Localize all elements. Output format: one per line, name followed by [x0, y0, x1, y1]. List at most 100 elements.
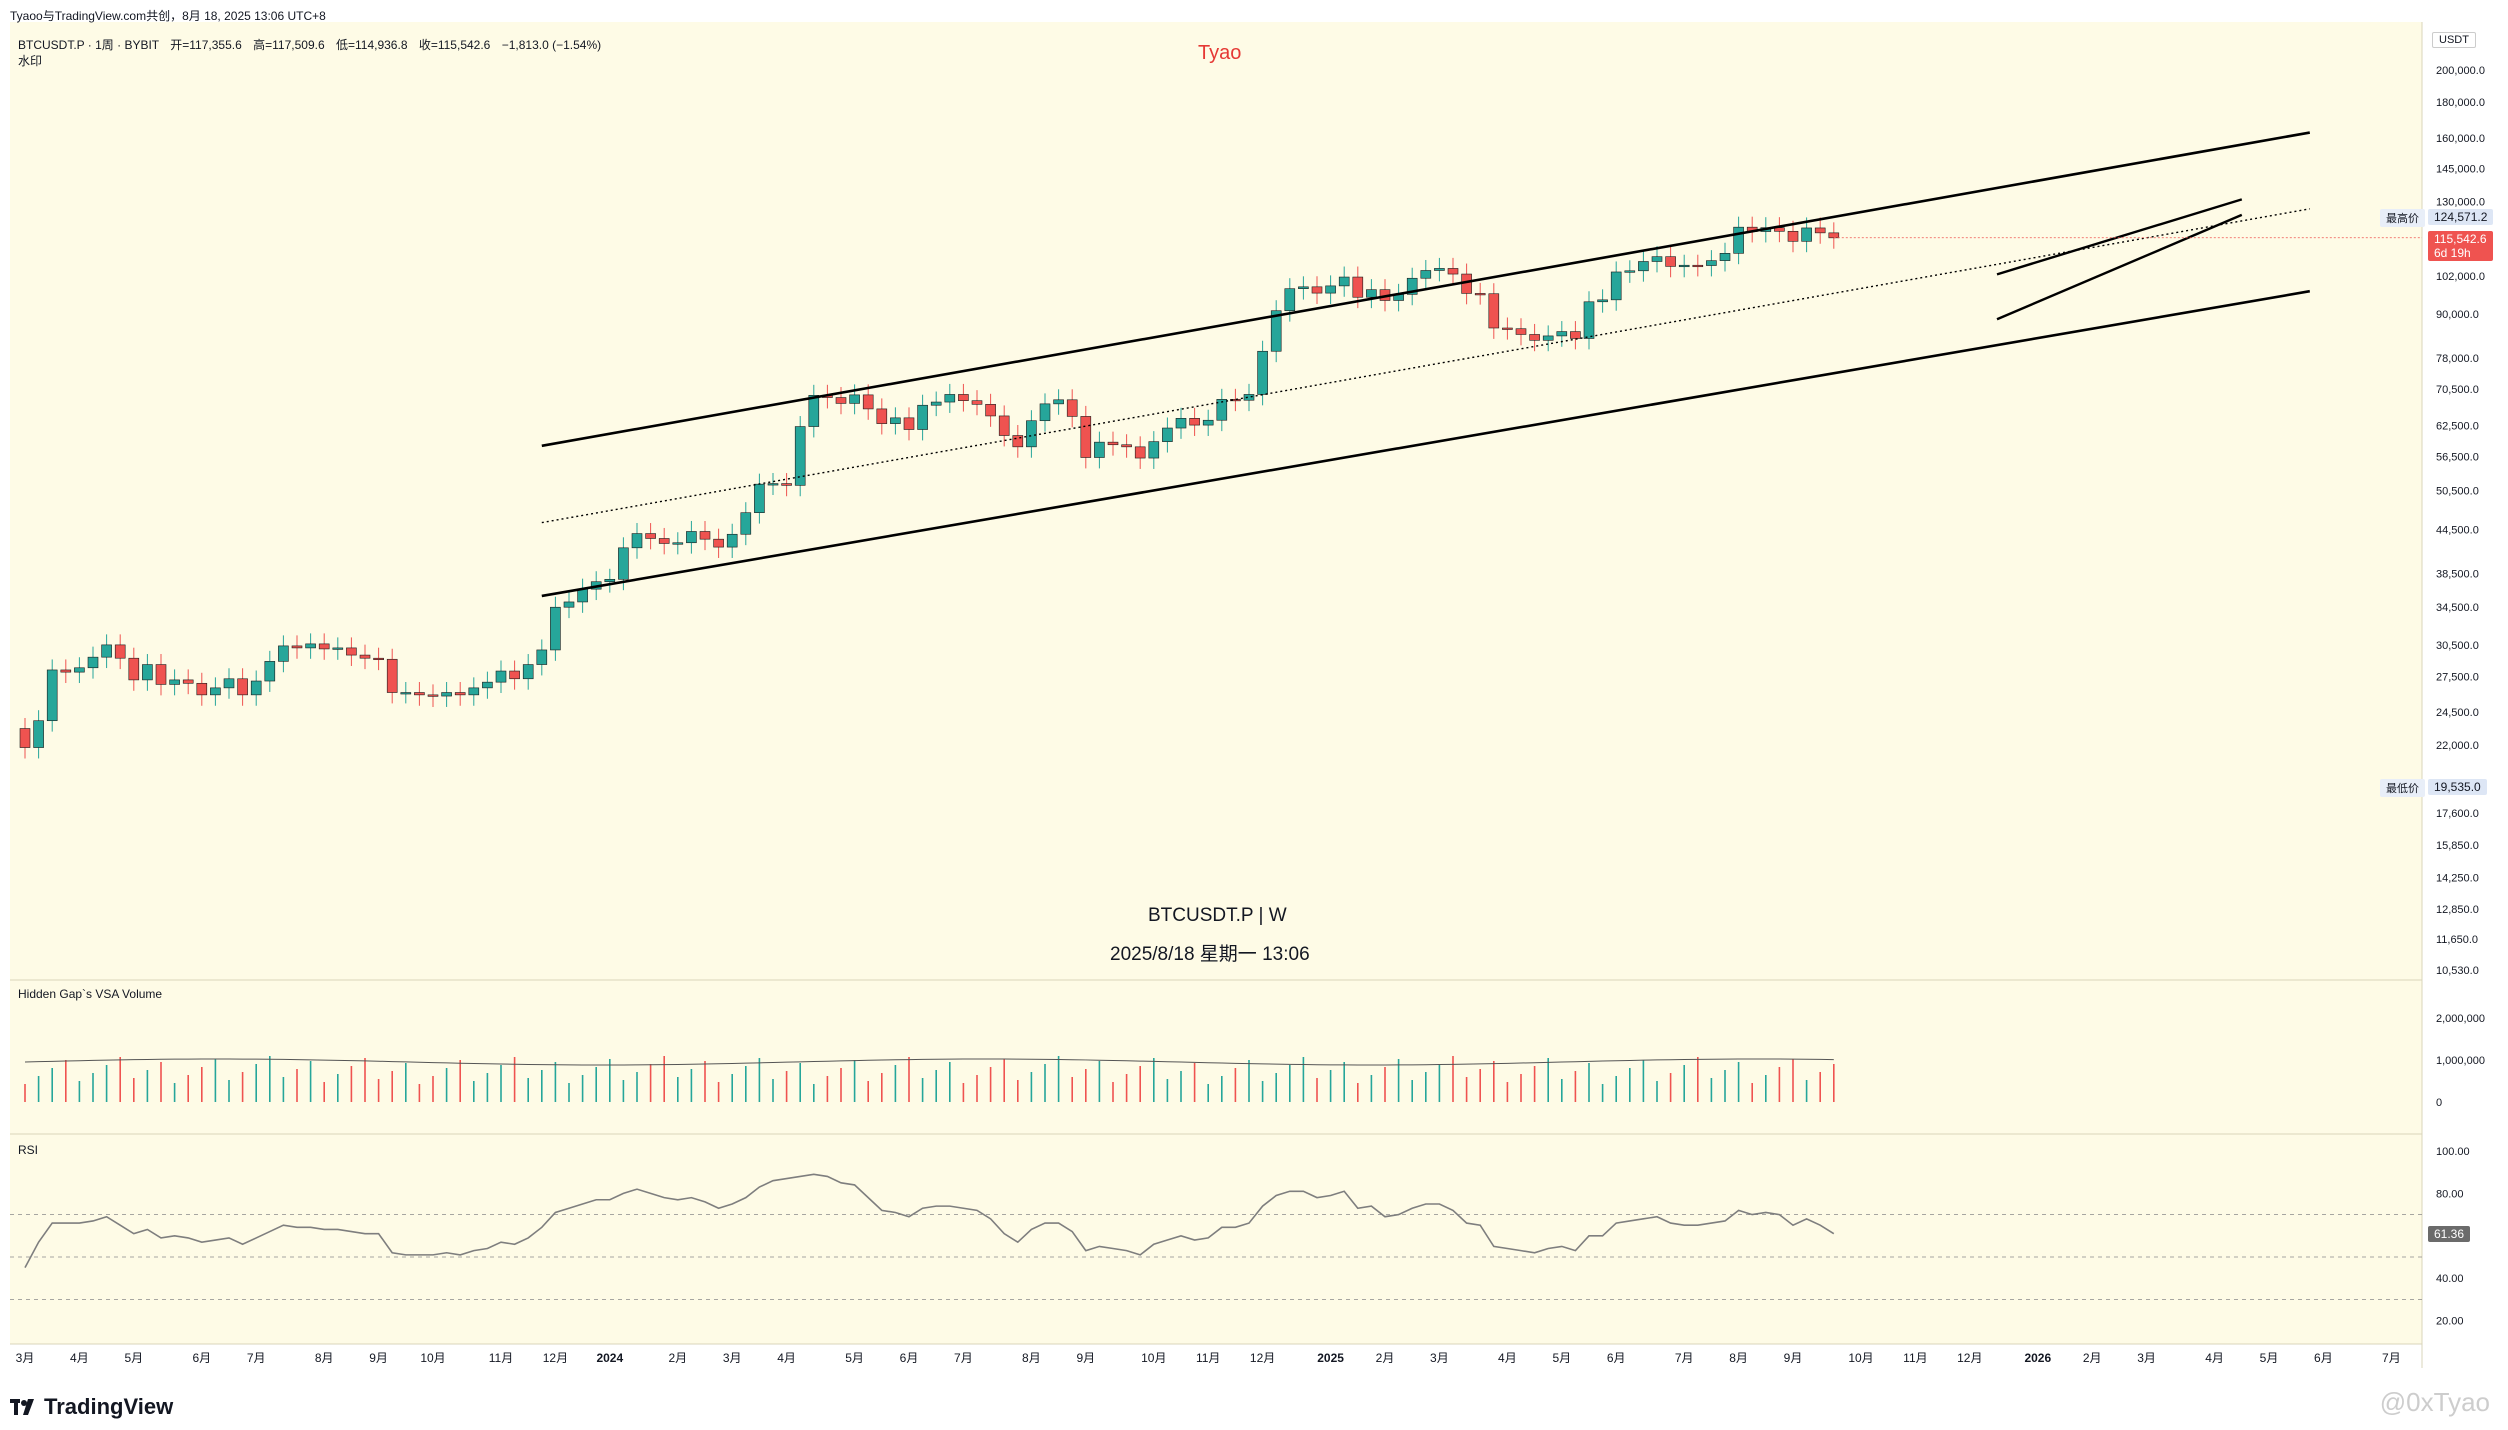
legend-symbol[interactable]: BTCUSDT.P · 1周 · BYBIT [18, 38, 159, 52]
time-tick-label: 8月 [1022, 1351, 1041, 1365]
candle-body [1230, 399, 1241, 402]
candle-body [1556, 331, 1568, 337]
candle-body [1325, 285, 1336, 294]
candle-body [1284, 288, 1296, 312]
time-tick-label: 8月 [1729, 1351, 1748, 1365]
price-tick-label: 200,000.0 [2436, 65, 2485, 77]
candle-body [1733, 226, 1744, 254]
time-tick-label: 9月 [369, 1351, 388, 1365]
time-tick-label: 4月 [2205, 1351, 2224, 1365]
candle-body [468, 687, 480, 696]
chart-canvas[interactable] [10, 22, 2422, 1344]
candle-body [1243, 394, 1255, 401]
price-tick-label: 30,500.0 [2436, 640, 2479, 652]
candle-body [1148, 441, 1160, 459]
candle-body [482, 681, 493, 689]
time-tick-label: 3月 [1430, 1351, 1449, 1365]
candle-body [1474, 293, 1486, 296]
candle-body [1202, 419, 1214, 426]
tradingview-logo[interactable]: TradingView [10, 1394, 173, 1420]
time-tick-label: 4月 [70, 1351, 89, 1365]
candle-body [101, 644, 112, 658]
candle-body [563, 601, 575, 608]
candle-body [1502, 327, 1513, 330]
time-tick-label: 6月 [900, 1351, 919, 1365]
time-tick-label: 9月 [1076, 1351, 1095, 1365]
candle-body [1134, 446, 1146, 459]
candle-body [1529, 334, 1540, 341]
time-tick-label: 2024 [596, 1351, 623, 1365]
candle-body [87, 656, 99, 669]
candle-body [128, 657, 140, 681]
center-datetime-watermark: 2025/8/18 星期一 13:06 [1110, 944, 1310, 965]
price-tick-label: 22,000.0 [2436, 740, 2479, 752]
price-tick-label: 145,000.0 [2436, 163, 2485, 175]
candle-body [1828, 232, 1840, 239]
candle-body [658, 538, 670, 544]
channel-mid-line [541, 208, 2310, 524]
candle-body [1434, 268, 1445, 271]
candle-body [1488, 293, 1500, 329]
price-tick-label: 56,500.0 [2436, 451, 2479, 463]
volume-tick-label: 1,000,000 [2436, 1055, 2485, 1067]
currency-button[interactable]: USDT [2432, 32, 2476, 48]
candle-body [1338, 276, 1350, 287]
candle-body [454, 692, 466, 696]
corner-watermark: @0xTyao [2379, 1387, 2490, 1417]
price-tick-label: 102,000.0 [2436, 271, 2485, 283]
candle-body [781, 483, 792, 486]
candle-body [318, 643, 330, 650]
candle-body [618, 547, 629, 580]
candle-body [1624, 270, 1636, 273]
candle-body [210, 687, 221, 696]
legend-high: 高=117,509.6 [253, 38, 325, 52]
time-tick-label: 4月 [1498, 1351, 1517, 1365]
candle-body [1787, 230, 1799, 242]
candle-body [645, 533, 656, 539]
time-tick-label: 10月 [1848, 1351, 1873, 1365]
price-tick-label: 24,500.0 [2436, 707, 2479, 719]
time-tick-label: 2月 [1376, 1351, 1395, 1365]
candle-body [944, 394, 956, 403]
price-tick-label: 11,650.0 [2436, 934, 2478, 946]
volume-tick-label: 2,000,000 [2436, 1013, 2485, 1025]
candle-body [155, 664, 167, 685]
candle-body [1583, 301, 1595, 339]
time-tick-label: 12月 [1957, 1351, 1982, 1365]
price-tick-label: 12,850.0 [2436, 904, 2479, 916]
candle-body [1298, 286, 1309, 289]
legend-close: 收=115,542.6 [418, 38, 491, 52]
price-tick-label: 70,500.0 [2436, 384, 2479, 396]
candle-body [427, 694, 439, 697]
candle-body [74, 667, 85, 673]
price-tick-label: 17,600.0 [2436, 808, 2479, 820]
candle-body [835, 397, 847, 404]
candle-body [1678, 264, 1690, 268]
candle-body [346, 647, 357, 656]
price-tick-label: 38,500.0 [2436, 569, 2479, 581]
price-tick-label: 160,000.0 [2436, 133, 2485, 145]
candle-body [1406, 277, 1418, 295]
price-tick-label: 44,500.0 [2436, 524, 2479, 536]
time-tick-label: 10月 [420, 1351, 445, 1365]
candle-body [1542, 335, 1554, 341]
candle-body [713, 538, 724, 548]
candle-body [536, 649, 548, 665]
candle-body [1257, 350, 1268, 395]
candle-body [1107, 441, 1119, 446]
price-tick-label: 14,250.0 [2436, 873, 2479, 885]
time-tick-label: 2026 [2024, 1351, 2051, 1365]
candle-body [631, 533, 643, 549]
candle-body [1570, 331, 1581, 339]
time-tick-label: 8月 [315, 1351, 334, 1365]
candle-body [142, 664, 153, 681]
time-tick-label: 3月 [723, 1351, 742, 1365]
candle-body [1638, 261, 1649, 272]
candle-body [1066, 399, 1078, 417]
price-tick-label: 180,000.0 [2436, 97, 2485, 109]
volume-panel-title: Hidden Gap`s VSA Volume [18, 987, 163, 1001]
legend-row: BTCUSDT.P · 1周 · BYBIT 开=117,355.6 高=117… [18, 36, 601, 53]
price-tick-label: 10,530.0 [2436, 965, 2479, 977]
rsi-line [24, 1173, 1835, 1268]
